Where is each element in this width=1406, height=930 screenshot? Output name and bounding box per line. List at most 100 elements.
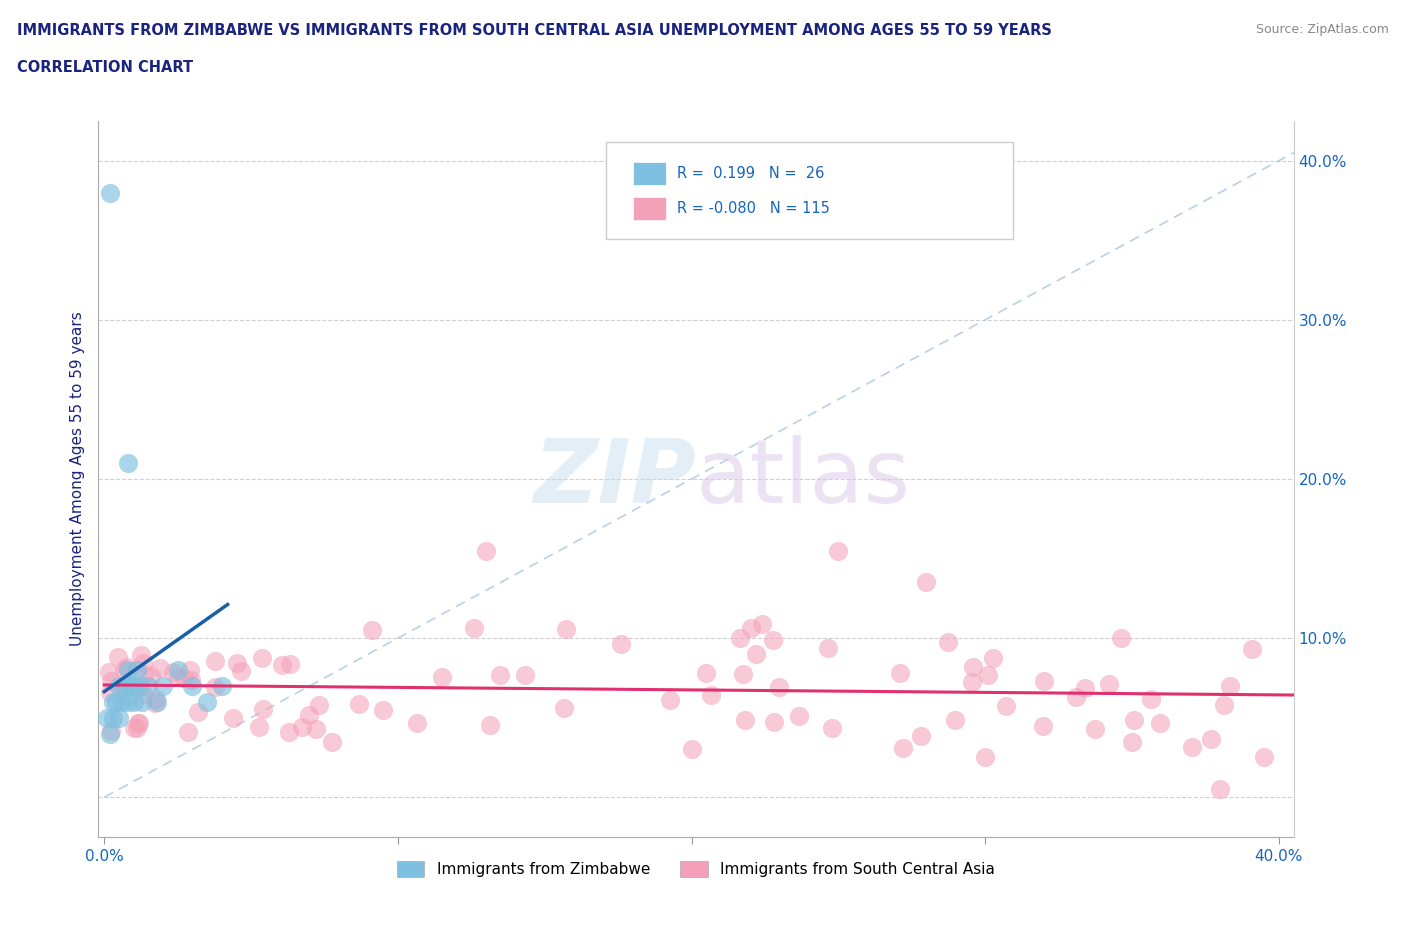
Point — [278, 657, 301, 671]
Point — [98, 664, 121, 679]
Point — [740, 620, 762, 635]
Text: ZIP: ZIP — [533, 435, 696, 523]
Point — [187, 704, 209, 719]
Legend: Immigrants from Zimbabwe, Immigrants from South Central Asia: Immigrants from Zimbabwe, Immigrants fro… — [391, 855, 1001, 884]
Point — [145, 691, 167, 706]
Point — [211, 678, 233, 693]
Point — [204, 680, 226, 695]
Point — [827, 543, 849, 558]
Point — [125, 721, 148, 736]
Point — [347, 697, 370, 711]
Point — [1032, 718, 1054, 733]
Point — [371, 702, 394, 717]
Point — [658, 693, 681, 708]
Point — [821, 721, 844, 736]
FancyBboxPatch shape — [606, 142, 1012, 239]
Point — [112, 663, 135, 678]
Point — [553, 700, 575, 715]
Point — [1122, 712, 1144, 727]
Point — [105, 695, 128, 710]
Point — [610, 636, 633, 651]
Point — [100, 724, 122, 738]
Point — [974, 750, 997, 764]
Point — [149, 660, 172, 675]
Point — [751, 617, 773, 631]
Point — [139, 669, 162, 684]
Point — [1253, 750, 1275, 764]
Point — [761, 632, 783, 647]
Point — [96, 711, 118, 725]
Point — [1140, 691, 1163, 706]
Point — [762, 715, 785, 730]
Point — [734, 712, 756, 727]
Point — [977, 668, 1000, 683]
Point — [817, 641, 839, 656]
Point — [107, 650, 129, 665]
Point — [1064, 690, 1087, 705]
Point — [1213, 698, 1236, 712]
Point — [915, 575, 938, 590]
Point — [117, 662, 139, 677]
Point — [1109, 631, 1132, 645]
Point — [298, 708, 321, 723]
Point — [1149, 716, 1171, 731]
Point — [271, 658, 294, 672]
Point — [111, 695, 134, 710]
Point — [321, 735, 343, 750]
Point — [943, 713, 966, 728]
Point — [122, 678, 145, 693]
Point — [361, 623, 384, 638]
Point — [1219, 678, 1241, 693]
Point — [1074, 681, 1097, 696]
Point — [132, 667, 155, 682]
Point — [108, 711, 131, 725]
Point — [204, 653, 226, 668]
Point — [731, 667, 754, 682]
Point — [960, 674, 983, 689]
Point — [910, 728, 932, 743]
Point — [1098, 677, 1121, 692]
Point — [488, 668, 510, 683]
Point — [98, 684, 121, 699]
Point — [98, 726, 121, 741]
Point — [291, 720, 314, 735]
Point — [100, 673, 122, 688]
Point — [745, 646, 768, 661]
Point — [475, 543, 498, 558]
Point — [114, 678, 136, 693]
Point — [128, 678, 150, 693]
Point — [222, 711, 245, 725]
Y-axis label: Unemployment Among Ages 55 to 59 years: Unemployment Among Ages 55 to 59 years — [69, 312, 84, 646]
Point — [554, 621, 576, 636]
Point — [981, 651, 1004, 666]
Point — [117, 695, 139, 710]
Point — [936, 634, 959, 649]
Point — [406, 716, 429, 731]
Point — [120, 678, 142, 693]
Point — [681, 742, 703, 757]
Point — [162, 665, 184, 680]
FancyBboxPatch shape — [633, 197, 666, 219]
Point — [166, 662, 188, 677]
Point — [231, 664, 253, 679]
Point — [128, 715, 150, 730]
Point — [695, 666, 717, 681]
Point — [131, 695, 153, 710]
Point — [430, 670, 453, 684]
Text: R =  0.199   N =  26: R = 0.199 N = 26 — [676, 166, 824, 181]
Point — [250, 650, 273, 665]
Point — [730, 631, 752, 645]
FancyBboxPatch shape — [633, 163, 666, 185]
Point — [1240, 642, 1263, 657]
Point — [1121, 734, 1143, 749]
Point — [195, 695, 218, 710]
Point — [166, 670, 188, 684]
Point — [117, 456, 139, 471]
Point — [146, 695, 169, 710]
Text: CORRELATION CHART: CORRELATION CHART — [17, 60, 193, 75]
Point — [98, 185, 121, 200]
Point — [962, 659, 984, 674]
Point — [173, 671, 195, 685]
Point — [1201, 731, 1223, 746]
Point — [127, 716, 149, 731]
